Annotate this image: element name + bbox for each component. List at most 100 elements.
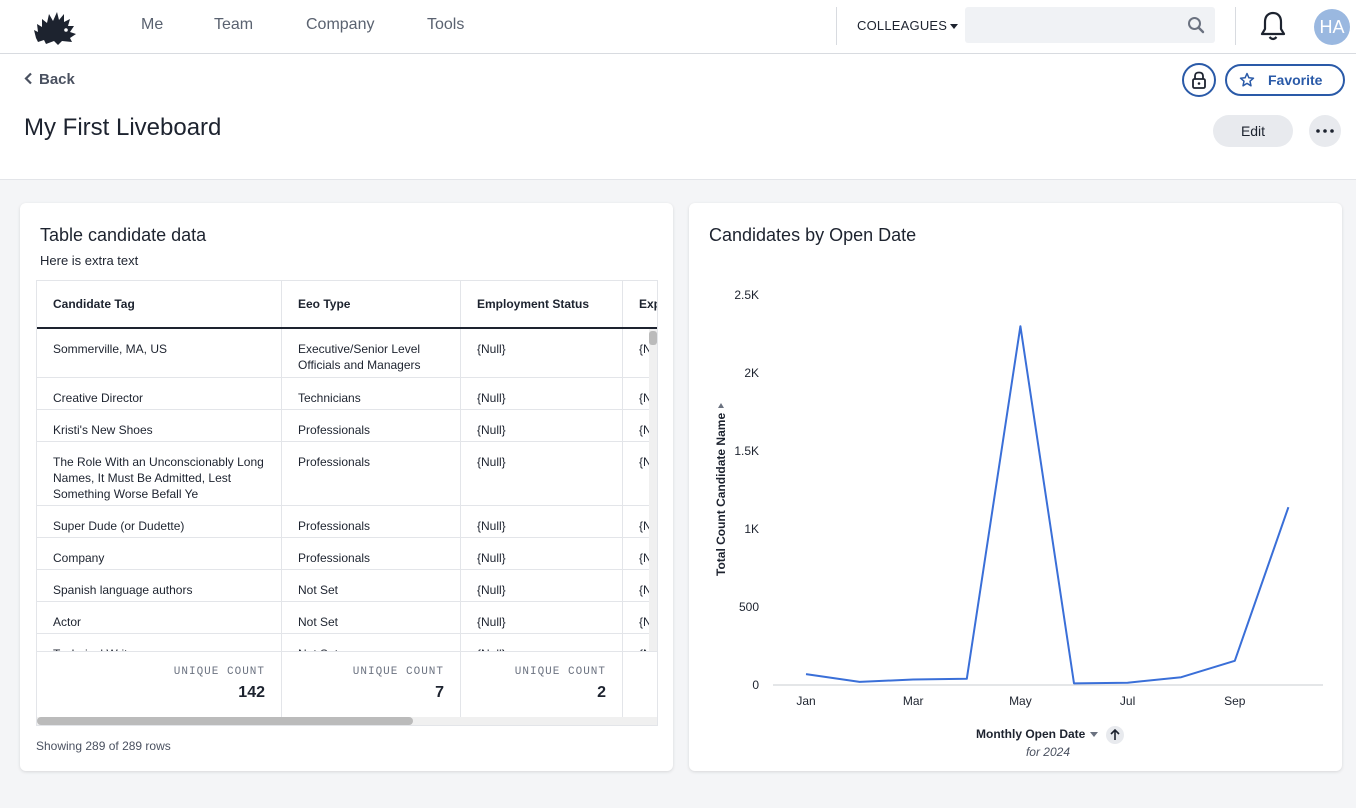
- edit-button[interactable]: Edit: [1213, 115, 1293, 147]
- divider: [836, 7, 837, 45]
- table-cell: Kristi's New Shoes: [37, 410, 282, 441]
- horizontal-scrollbar[interactable]: [37, 717, 657, 725]
- table-row[interactable]: Creative Director Technicians {Null} {N: [37, 378, 657, 410]
- nav-me[interactable]: Me: [141, 16, 164, 33]
- table-cell: {Null}: [461, 442, 623, 505]
- notifications-bell-icon[interactable]: [1258, 10, 1288, 42]
- line-chart: 0 500 1K 1.5K 2K 2.5K Jan Mar May Jul Sep Total C…: [714, 288, 1323, 759]
- summary-cell: UNIQUE COUNT 2: [461, 652, 623, 718]
- column-header[interactable]: Eeo Type: [282, 281, 461, 327]
- x-tick-label: Sep: [1224, 694, 1246, 708]
- y-tick-label: 500: [739, 600, 759, 614]
- table-row[interactable]: Sommerville, MA, US Executive/Senior Lev…: [37, 329, 657, 378]
- table-cell: Professionals: [282, 442, 461, 505]
- search-scope-label: COLLEAGUES: [857, 18, 948, 33]
- caret-down-icon[interactable]: [1090, 732, 1098, 737]
- summary-value: 7: [435, 684, 444, 701]
- divider: [1235, 7, 1236, 45]
- table-cell: Not Set: [282, 602, 461, 633]
- arrow-up-icon: [1110, 728, 1120, 740]
- x-tick-label: Mar: [903, 694, 924, 708]
- summary-value: 2: [597, 684, 606, 701]
- caret-icon: [718, 403, 724, 408]
- table-summary-row: UNIQUE COUNT 142 UNIQUE COUNT 7 UNIQUE C…: [37, 651, 657, 718]
- table-cell: Professionals: [282, 410, 461, 441]
- top-navigation-bar: Me Team Company Tools COLLEAGUES HA: [0, 0, 1356, 54]
- scrollbar-thumb[interactable]: [37, 717, 413, 725]
- table-row[interactable]: Kristi's New Shoes Professionals {Null} …: [37, 410, 657, 442]
- more-horizontal-icon: [1316, 129, 1334, 133]
- table-cell: Sommerville, MA, US: [37, 329, 282, 377]
- summary-label: UNIQUE COUNT: [173, 666, 265, 678]
- avatar[interactable]: HA: [1314, 9, 1350, 45]
- table-cell: {N: [639, 455, 652, 469]
- table-cell: Professionals: [282, 538, 461, 569]
- favorite-button[interactable]: Favorite: [1225, 64, 1345, 96]
- table-row[interactable]: Spanish language authors Not Set {Null} …: [37, 570, 657, 602]
- table-row[interactable]: Actor Not Set {Null} {N: [37, 602, 657, 634]
- table-cell: {Null}: [461, 329, 623, 377]
- table-cell: Creative Director: [37, 378, 282, 409]
- data-table: Candidate Tag Eeo Type Employment Status…: [36, 280, 658, 726]
- scrollbar-thumb[interactable]: [649, 331, 657, 345]
- y-tick-label: 0: [752, 678, 759, 692]
- series-line[interactable]: [805, 325, 1290, 685]
- table-cell: {Null}: [461, 410, 623, 441]
- column-header[interactable]: Candidate Tag: [37, 281, 282, 327]
- y-tick-label: 1.5K: [734, 444, 759, 458]
- back-label: Back: [39, 71, 75, 88]
- table-cell: {Null}: [461, 506, 623, 537]
- x-tick-label: May: [1009, 694, 1032, 708]
- chart-visualization-card: Candidates by Open Date 0 500 1K 1.5K 2K 2.5K…: [689, 203, 1342, 771]
- column-header[interactable]: Exp: [639, 297, 657, 311]
- nav-company[interactable]: Company: [306, 16, 375, 33]
- x-tick-label: Jan: [796, 694, 815, 708]
- x-axis-label[interactable]: Monthly Open Date: [976, 727, 1086, 741]
- column-header[interactable]: Employment Status: [461, 281, 623, 327]
- y-tick-label: 2K: [744, 366, 759, 380]
- summary-value: 142: [238, 684, 265, 701]
- search-icon[interactable]: [1187, 16, 1205, 34]
- table-row[interactable]: Company Professionals {Null} {N: [37, 538, 657, 570]
- table-cell: {Null}: [461, 378, 623, 409]
- table-cell: {Null}: [461, 570, 623, 601]
- table-cell: {Null}: [461, 538, 623, 569]
- y-tick-label: 1K: [744, 522, 759, 536]
- table-card-subtitle: Here is extra text: [40, 253, 139, 268]
- table-cell: Super Dude (or Dudette): [37, 506, 282, 537]
- table-cell: Company: [37, 538, 282, 569]
- table-cell: {N: [639, 391, 652, 405]
- vertical-scrollbar[interactable]: [649, 329, 657, 651]
- table-cell: Spanish language authors: [37, 570, 282, 601]
- chart-card-title: Candidates by Open Date: [709, 225, 917, 245]
- page-title: My First Liveboard: [24, 114, 222, 141]
- y-axis-label-group[interactable]: Total Count Candidate Name: [714, 403, 728, 576]
- table-cell: {N: [639, 342, 652, 356]
- summary-label: UNIQUE COUNT: [352, 666, 444, 678]
- search-scope-dropdown[interactable]: COLLEAGUES: [857, 18, 959, 33]
- table-header-row: Candidate Tag Eeo Type Employment Status…: [37, 281, 657, 329]
- star-icon: [1239, 72, 1255, 87]
- table-cell: {N: [639, 583, 652, 597]
- table-cell: {N: [639, 423, 652, 437]
- y-axis-label: Total Count Candidate Name: [714, 413, 728, 576]
- y-tick-label: 2.5K: [734, 288, 759, 302]
- nav-tools[interactable]: Tools: [427, 16, 465, 33]
- table-cell: The Role With an Unconscionably Long Nam…: [37, 442, 282, 505]
- table-cell: {N: [639, 519, 652, 533]
- table-row[interactable]: The Role With an Unconscionably Long Nam…: [37, 442, 657, 506]
- table-cell: Not Set: [282, 570, 461, 601]
- caret-down-icon: [950, 24, 959, 30]
- logo-icon[interactable]: [32, 8, 78, 46]
- more-options-button[interactable]: [1309, 115, 1341, 147]
- nav-team[interactable]: Team: [214, 16, 254, 33]
- lock-icon: [1192, 71, 1206, 89]
- row-count-text: Showing 289 of 289 rows: [36, 739, 171, 753]
- table-cell: {N: [639, 551, 652, 565]
- table-row[interactable]: Super Dude (or Dudette) Professionals {N…: [37, 506, 657, 538]
- lock-button[interactable]: [1182, 63, 1216, 97]
- back-button[interactable]: Back: [24, 71, 75, 88]
- table-card-title: Table candidate data: [40, 225, 207, 245]
- x-axis-sublabel: for 2024: [1026, 745, 1070, 759]
- search-input[interactable]: [965, 7, 1215, 43]
